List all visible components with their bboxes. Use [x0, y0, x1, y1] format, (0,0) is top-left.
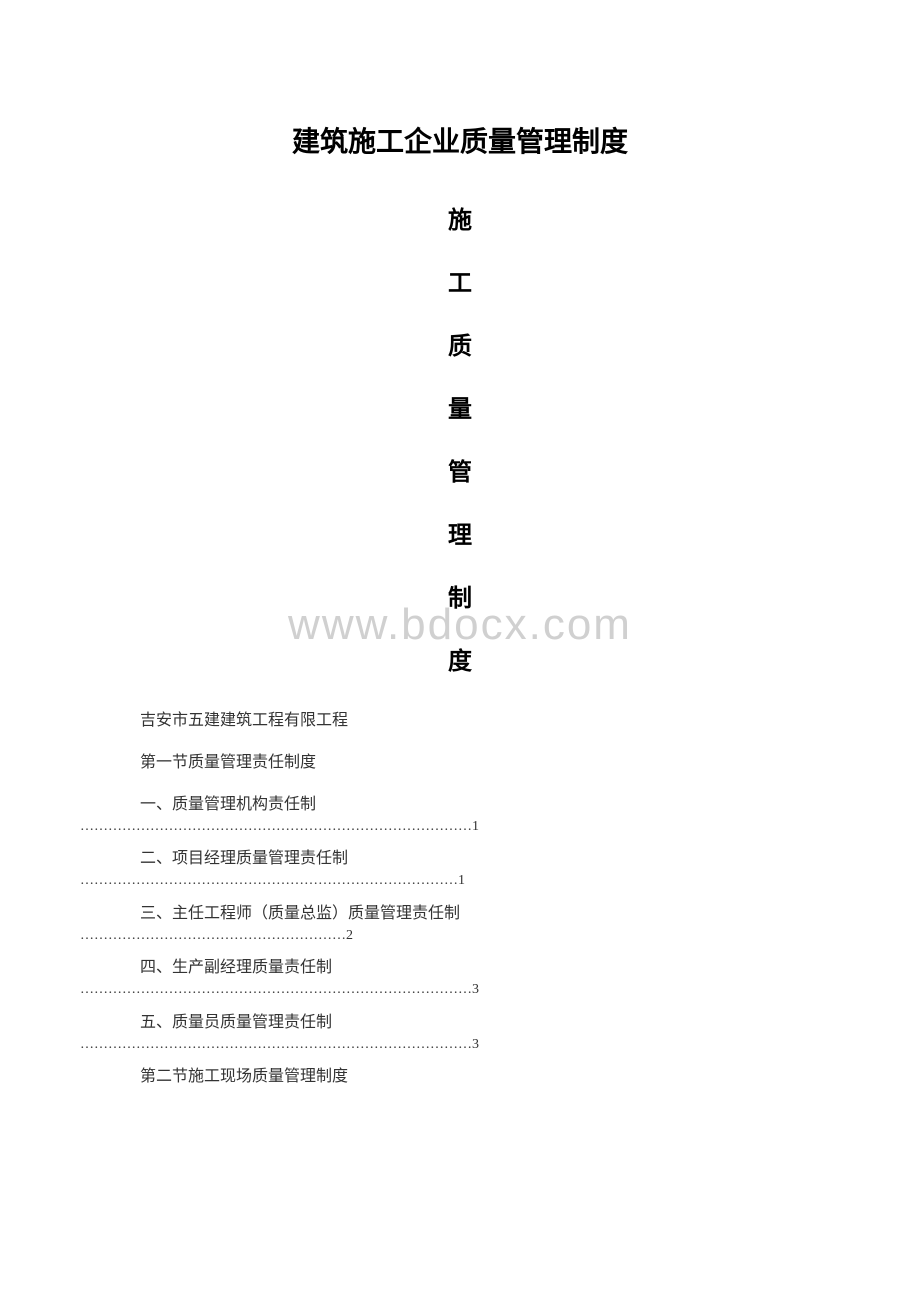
vertical-char: 量	[80, 389, 840, 424]
company-name: 吉安市五建建筑工程有限工程	[140, 706, 840, 730]
toc-item-label: 五、质量员质量管理责任制	[140, 1008, 840, 1032]
toc-item: 二、项目经理质量管理责任制 ………………………………………………………………………	[80, 844, 840, 892]
toc-item: 三、主任工程师（质量总监）质量管理责任制 ……………………………………………………	[80, 899, 840, 947]
toc-item: 四、生产副经理质量责任制 …………………………………………………………………………	[80, 953, 840, 1001]
toc-item-dots: …………………………………………………………………………1	[80, 816, 840, 838]
vertical-title: 施 工 质 量 管 理 制 度	[80, 200, 840, 676]
toc-item-label: 一、质量管理机构责任制	[140, 790, 840, 814]
vertical-char: 管	[80, 452, 840, 487]
vertical-char: 施	[80, 200, 840, 235]
toc-item-label: 三、主任工程师（质量总监）质量管理责任制	[140, 899, 840, 923]
toc-item: 一、质量管理机构责任制 ……………………………………………………………………………	[80, 790, 840, 838]
vertical-char: 度	[80, 641, 840, 676]
main-title: 建筑施工企业质量管理制度	[80, 120, 840, 160]
document-content: 建筑施工企业质量管理制度 施 工 质 量 管 理 制 度 吉安市五建建筑工程有限…	[80, 120, 840, 1086]
vertical-char: 制	[80, 578, 840, 613]
vertical-char: 工	[80, 263, 840, 298]
toc-item-dots: …………………………………………………………………………3	[80, 979, 840, 1001]
toc-item: 五、质量员质量管理责任制 …………………………………………………………………………	[80, 1008, 840, 1056]
toc-item-dots: …………………………………………………2	[80, 925, 840, 947]
toc-item-dots: …………………………………………………………………………3	[80, 1034, 840, 1056]
toc-item-dots: ………………………………………………………………………1	[80, 870, 840, 892]
vertical-char: 理	[80, 515, 840, 550]
toc-item-label: 二、项目经理质量管理责任制	[140, 844, 840, 868]
section2-title: 第二节施工现场质量管理制度	[140, 1062, 840, 1086]
section1-title: 第一节质量管理责任制度	[140, 748, 840, 772]
toc-item-label: 四、生产副经理质量责任制	[140, 953, 840, 977]
vertical-char: 质	[80, 326, 840, 361]
